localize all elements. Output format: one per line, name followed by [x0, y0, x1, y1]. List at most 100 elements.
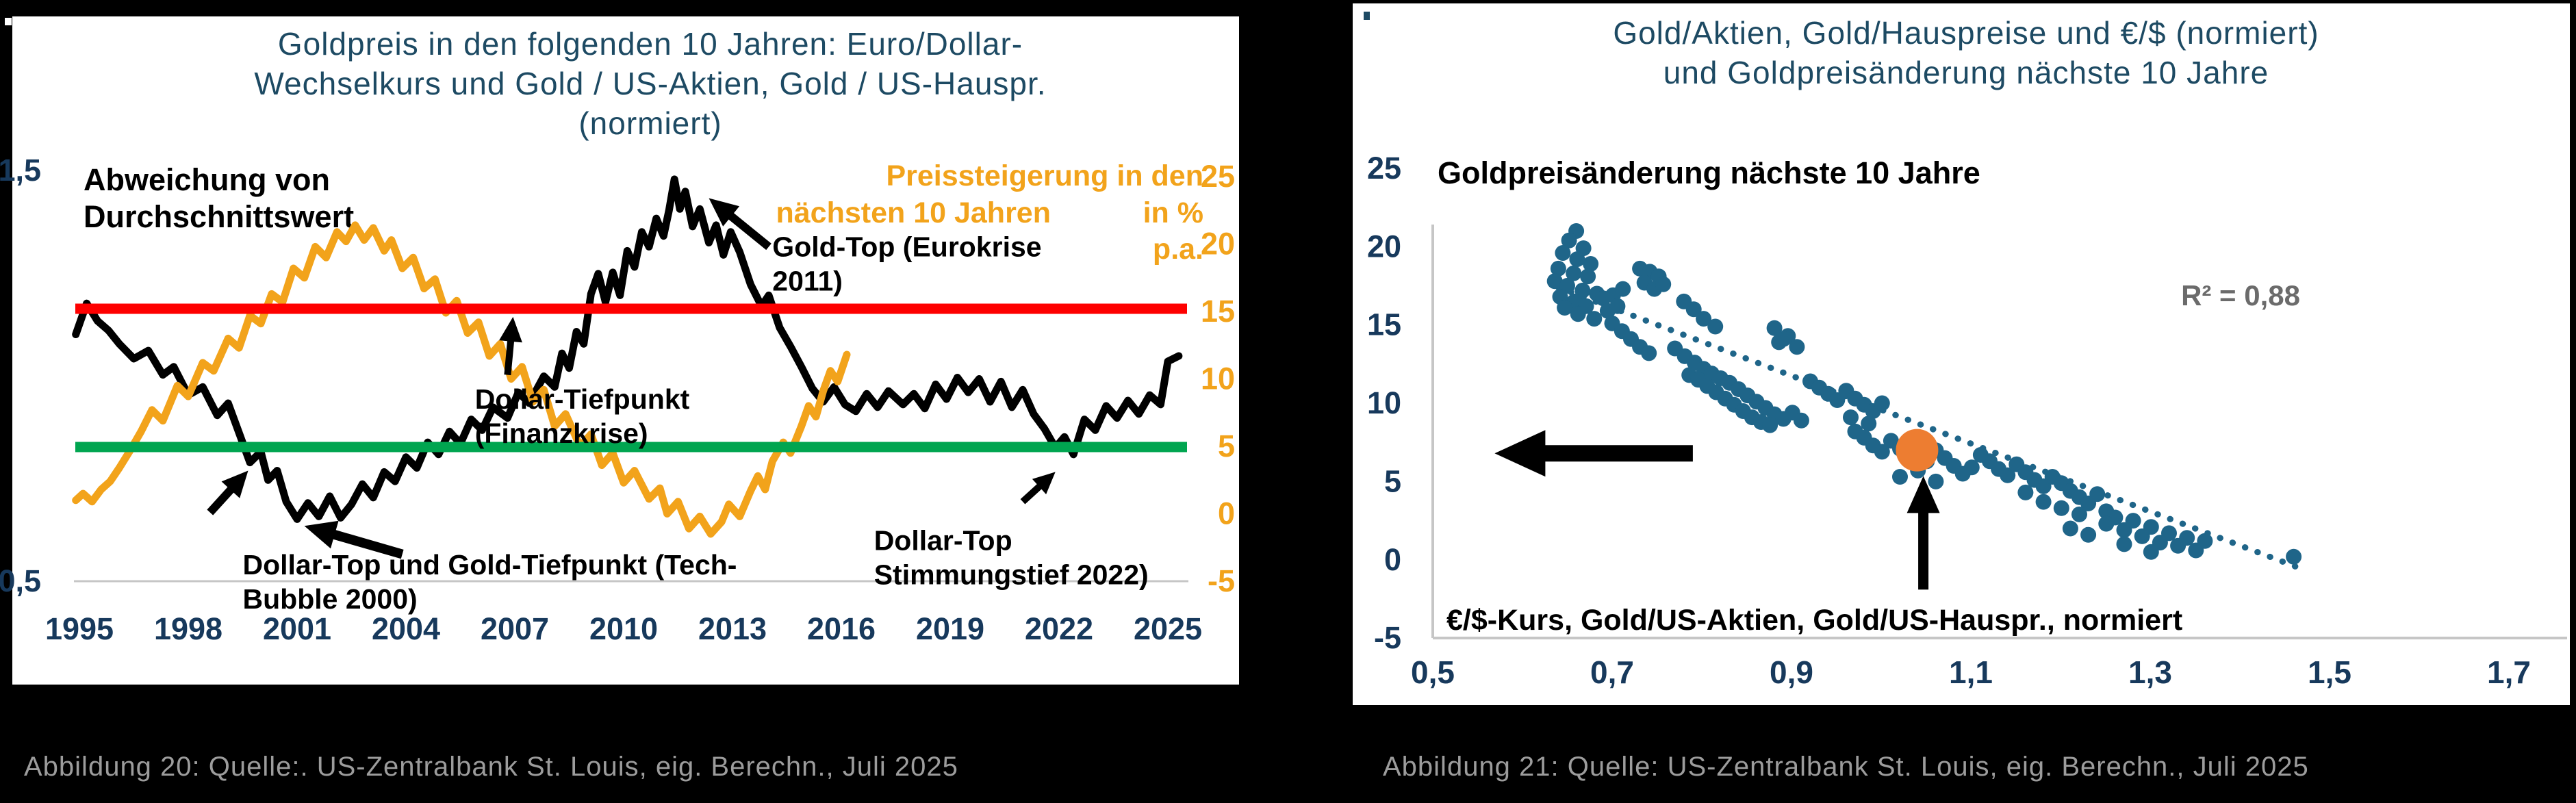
scatter-point: [1566, 265, 1582, 281]
scatter-point: [1707, 318, 1724, 335]
scatter-point: [2125, 513, 2141, 529]
scatter-point: [1583, 256, 1599, 272]
left-chart: Goldpreis in den folgenden 10 Jahren: Eu…: [0, 26, 1235, 646]
left-y-axis-label-bottom: 0,5: [0, 563, 41, 598]
scatter-point: [1570, 306, 1586, 322]
x-axis-tick-label: 1,5: [2308, 654, 2351, 690]
x-axis-tick-label: 2019: [916, 611, 984, 646]
scatter-point: [2071, 506, 2087, 522]
scatter-point: [2143, 544, 2159, 560]
scatter-point: [2197, 533, 2213, 549]
scatter-point: [2286, 548, 2302, 565]
x-axis-tick-label: 2016: [807, 611, 876, 646]
scatter-point: [2080, 526, 2097, 543]
annotation-tech-bubble-arrow: [207, 470, 248, 515]
scatter-point: [1775, 331, 1791, 347]
x-axis-tick-label: 1998: [154, 611, 222, 646]
scatter-point: [1963, 459, 1980, 476]
y-axis-tick-label: -5: [1374, 620, 1401, 655]
left-axis-title-line1: Abweichung von: [84, 162, 330, 197]
scatter-point: [1574, 282, 1591, 298]
x-axis-tick-label: 2004: [372, 611, 440, 646]
x-axis-tick-label: 2025: [1134, 611, 1202, 646]
x-axis-tick-label: 0,5: [1411, 654, 1455, 690]
left-chart-title-line3: (normiert): [578, 105, 722, 141]
scatter-point: [2053, 500, 2069, 516]
annotation-gold-top-line1: Gold-Top (Eurokrise: [772, 231, 1041, 262]
scatter-point: [1928, 473, 1944, 489]
scatter-point: [1615, 281, 1631, 297]
scatter-point: [2179, 530, 2195, 546]
right-axis-legend-line1: Preissteigerung in den: [886, 160, 1203, 192]
annotation-gold-top-arrow: [709, 198, 771, 251]
right-axis-tick-label: 25: [1201, 159, 1235, 194]
scatter-point: [2161, 525, 2177, 541]
right-axis-legend-unit: in %: [1143, 196, 1203, 229]
y-axis-tick-label: 10: [1367, 385, 1401, 420]
left-axis-title-line2: Durchschnittswert: [84, 199, 354, 234]
right-axis-tick-label: 15: [1201, 294, 1235, 329]
scatter-point: [1546, 273, 1563, 290]
right-axis-tick-label: 20: [1201, 227, 1235, 262]
left-chart-panel: [12, 16, 1239, 685]
right-chart-x-label: €/$-Kurs, Gold/US-Aktien, Gold/US-Hauspr…: [1446, 604, 2182, 637]
right-chart-plot: 25 20 15 10 5 0 -5 0,5 0,7 0,9 1,1 1,3 1,5 1,7: [1367, 151, 2567, 690]
scatter-point: [1609, 298, 1626, 314]
right-axis-legend-line2: nächsten 10 Jahren: [776, 196, 1051, 229]
scatter-point: [2089, 486, 2106, 502]
right-axis-tick-label: 5: [1218, 429, 1235, 463]
scatter-point: [2017, 484, 2034, 500]
scatter-point: [1569, 251, 1585, 268]
x-axis-tick-label: 1,7: [2487, 654, 2531, 690]
left-panel-bullet-dot: [5, 18, 12, 25]
right-chart-subtitle: Goldpreisänderung nächste 10 Jahre: [1438, 155, 1980, 190]
scatter-point: [1892, 469, 1908, 485]
scatter-point: [1843, 409, 1859, 426]
annotation-dollar-top-2022-arrow: [1020, 472, 1056, 505]
scatter-point: [1762, 417, 1778, 433]
scatter-point: [1861, 416, 1877, 432]
y-axis-tick-label: 5: [1384, 463, 1401, 498]
y-axis-tick-label: 15: [1367, 307, 1401, 342]
left-chart-plot: 25 20 15 10 5 0 -5 1995 1998 2001 2004 2007 2010 2013…: [45, 159, 1235, 646]
scatter-point: [1580, 268, 1596, 285]
x-axis-tick-label: 1995: [45, 611, 114, 646]
scatter-point: [2116, 536, 2132, 552]
left-y-axis-label-top: 1,5: [0, 153, 41, 188]
annotation-tech-bubble-arrow: [304, 520, 404, 559]
annotation-dollar-tiefpunkt-arrow: [499, 316, 522, 376]
y-axis-tick-label: 0: [1384, 542, 1401, 577]
annotation-dollar-tiefpunkt-line1: Dollar-Tiefpunkt: [475, 383, 690, 415]
scatter-point: [1561, 232, 1577, 248]
right-chart-title-line1: Gold/Aktien, Gold/Hauspreise und €/$ (no…: [1613, 15, 2319, 51]
x-axis-tick-label: 2010: [589, 611, 658, 646]
scatter-point: [1655, 276, 1672, 292]
left-chart-title-line2: Wechselkurs und Gold / US-Aktien, Gold /…: [254, 66, 1046, 101]
trendline-dotted: [1555, 284, 2306, 572]
annotation-dollar-top-2022-line2: Stimmungstief 2022): [874, 559, 1149, 591]
scatter-point: [2000, 467, 2016, 483]
scatter-point: [1685, 301, 1702, 318]
scatter-point: [1793, 412, 1809, 429]
caption-left: Abbildung 20: Quelle:. US-Zentralbank St…: [24, 752, 958, 782]
scatter-point: [2098, 515, 2115, 532]
up-arrow: [1907, 476, 1940, 590]
x-axis-tick-label: 2022: [1025, 611, 1093, 646]
x-axis-tick-label: 2013: [698, 611, 767, 646]
x-axis-tick-label: 1,1: [1949, 654, 1993, 690]
annotation-dollar-top-2022-line1: Dollar-Top: [874, 525, 1012, 557]
right-axis-tick-label: -5: [1208, 563, 1235, 598]
scatter-point: [1874, 444, 1890, 460]
right-axis-tick-label: 10: [1201, 361, 1235, 396]
annotation-tech-bubble-line2: Bubble 2000): [243, 583, 418, 615]
r-squared-label: R² = 0,88: [2181, 279, 2300, 311]
scatter-point: [1766, 320, 1783, 336]
x-axis-tick-label: 0,9: [1770, 654, 1813, 690]
x-axis-tick-label: 1,3: [2128, 654, 2172, 690]
annotation-dollar-tiefpunkt-line2: (Finanzkrise): [475, 418, 648, 449]
left-arrow: [1494, 430, 1693, 477]
highlight-point-current: [1896, 429, 1939, 472]
scatter-point: [2062, 520, 2078, 537]
